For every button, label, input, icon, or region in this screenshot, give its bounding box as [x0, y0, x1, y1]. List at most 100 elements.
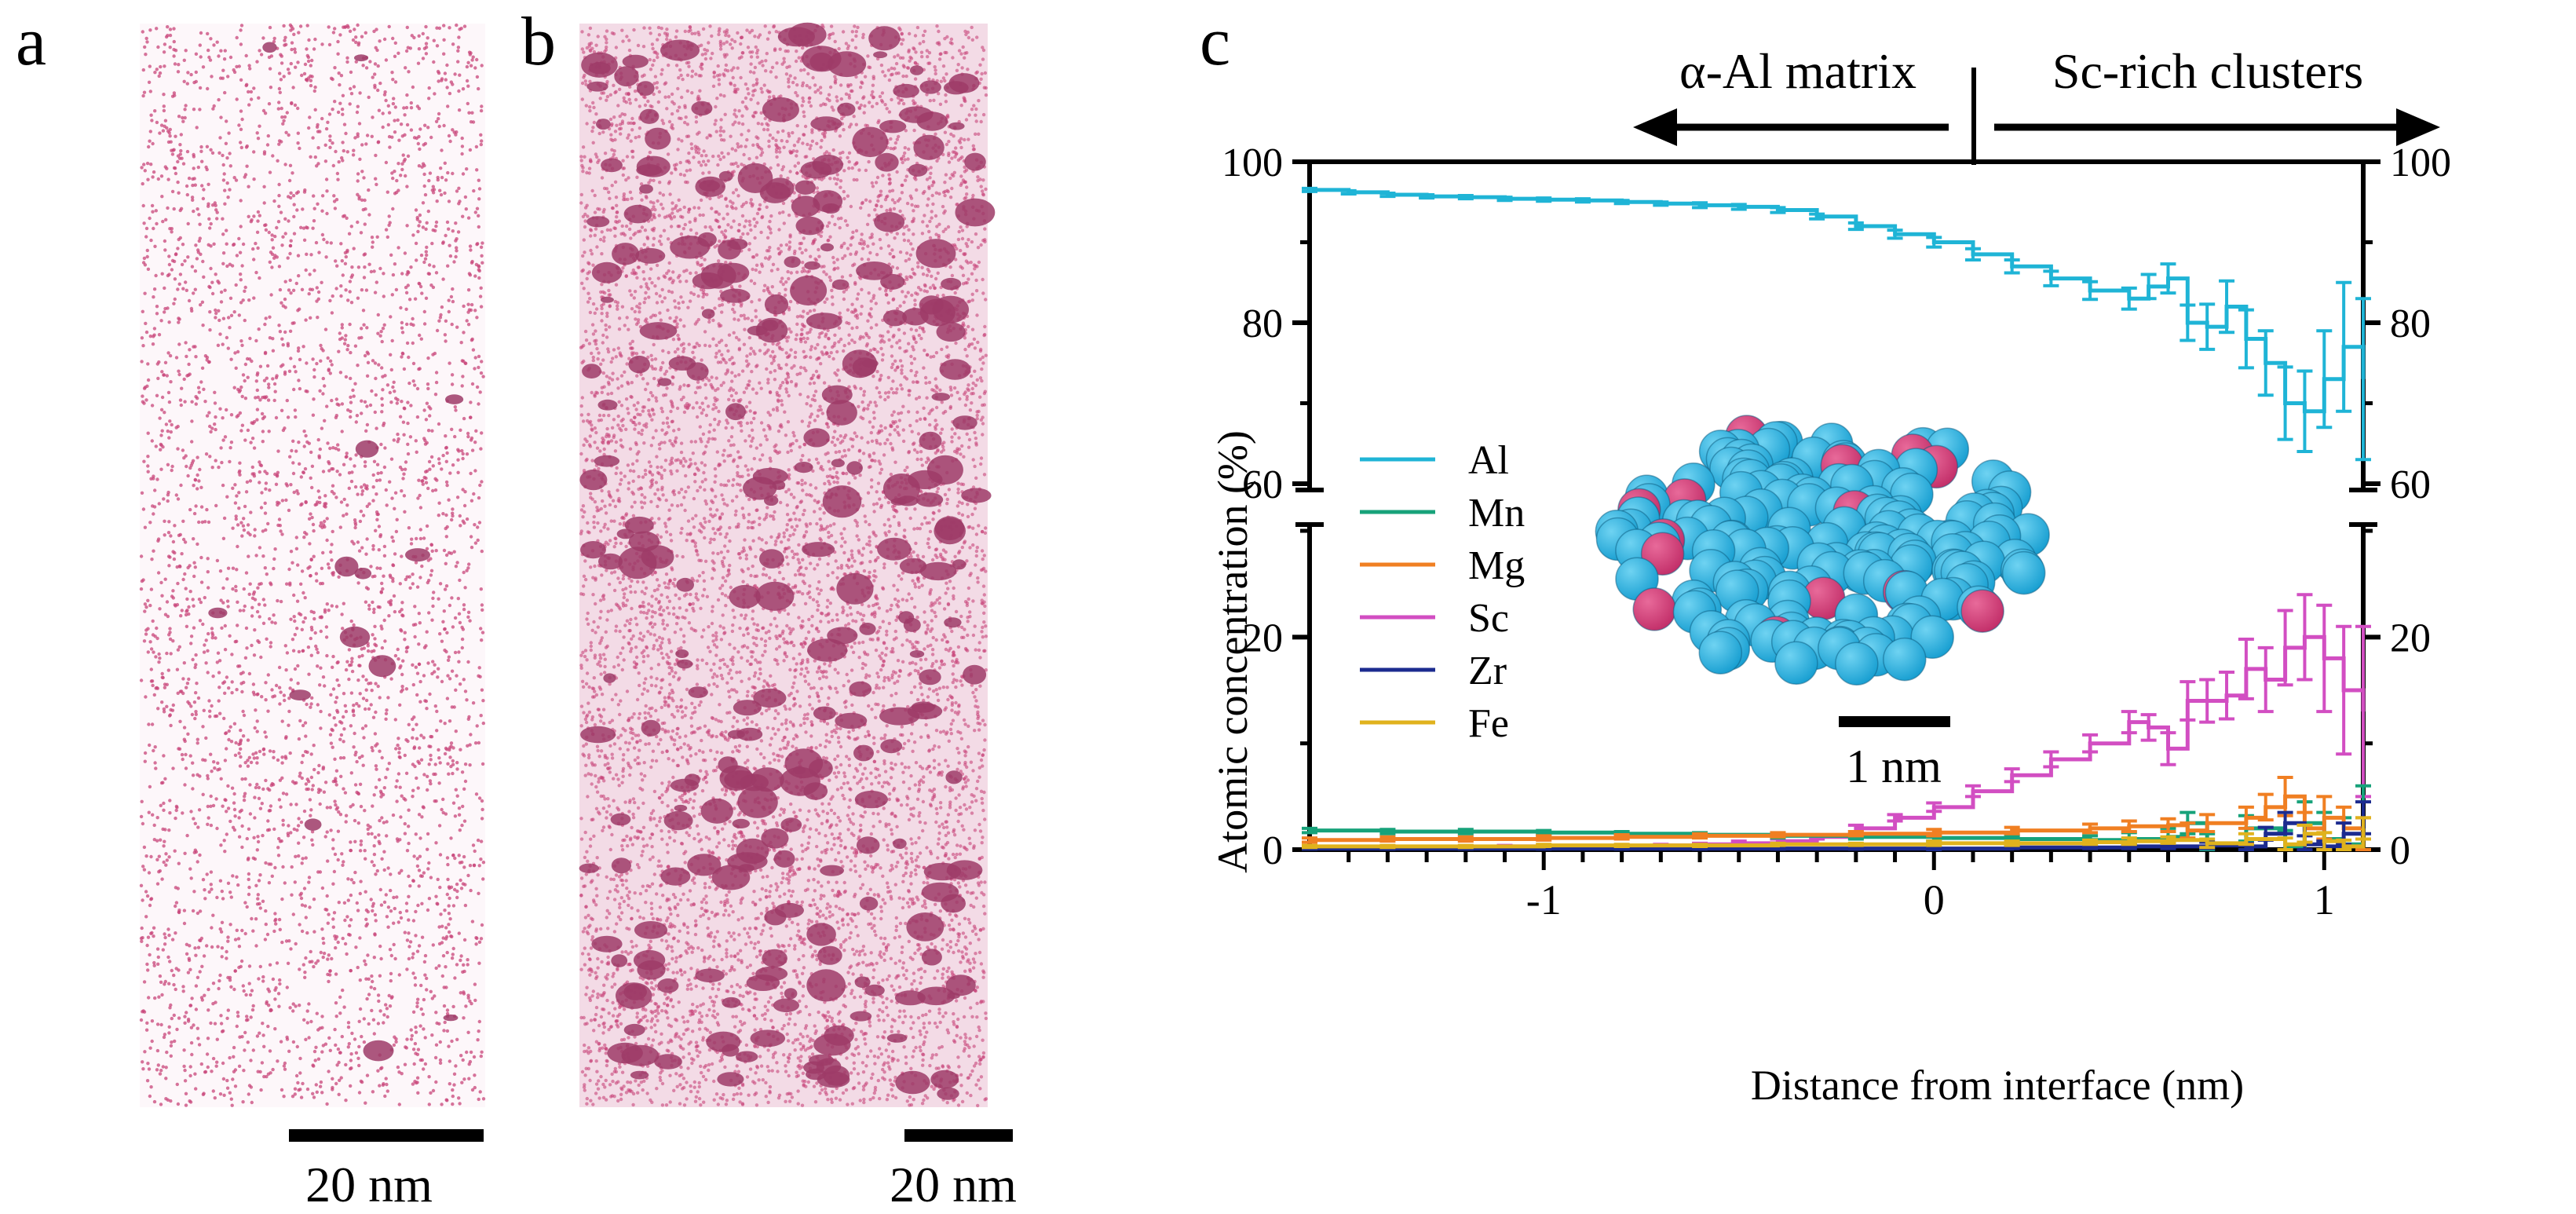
atom-point	[944, 591, 948, 595]
atom-point	[286, 961, 290, 966]
atom-point	[358, 692, 362, 696]
atom-point	[354, 453, 358, 457]
atom-point	[239, 521, 243, 525]
atom-point	[343, 250, 348, 255]
atom-point	[162, 104, 166, 108]
atom-point	[405, 849, 410, 853]
atom-point	[455, 237, 459, 241]
atom-point	[214, 316, 217, 320]
atom-point	[263, 566, 267, 570]
atom-point	[217, 978, 221, 983]
atom-point	[323, 159, 328, 163]
atom-point	[900, 42, 904, 46]
atom-point	[163, 165, 167, 169]
atom-point	[443, 648, 447, 653]
atom-point	[740, 679, 744, 683]
atom-point	[378, 974, 382, 978]
atom-point	[447, 309, 451, 314]
atom-point	[338, 1011, 342, 1015]
atom-point	[404, 49, 409, 53]
atom-point	[243, 362, 248, 367]
atom-point	[344, 1062, 348, 1067]
atom-point	[161, 129, 166, 133]
atom-point	[403, 631, 407, 634]
atom-point	[356, 104, 360, 108]
atom-point	[236, 600, 239, 604]
atom-point	[477, 264, 480, 268]
atom-point	[802, 99, 806, 104]
atom-point	[139, 1018, 144, 1022]
atom-point	[429, 1091, 433, 1095]
atom-point	[771, 349, 775, 354]
atom-point	[836, 566, 840, 570]
atom-point	[353, 818, 357, 823]
atom-point	[308, 287, 312, 291]
cluster-blob	[368, 655, 396, 678]
atom-point	[411, 623, 416, 627]
atom-point	[238, 411, 243, 415]
atom-point	[177, 191, 181, 195]
atom-point	[296, 190, 301, 194]
atom-point	[440, 175, 444, 180]
atom-point	[333, 757, 337, 761]
atom-point	[860, 257, 864, 261]
atom-point	[442, 609, 446, 613]
atom-point	[820, 850, 824, 854]
atom-point	[158, 868, 162, 873]
atom-point	[334, 397, 338, 401]
atom-point	[405, 93, 409, 97]
atom-point	[148, 784, 152, 789]
atom-point	[937, 1011, 941, 1015]
atom-point	[860, 81, 864, 86]
atom-point	[322, 951, 327, 956]
atom-point	[364, 1101, 367, 1105]
atom-point	[254, 554, 258, 558]
atom-point	[382, 821, 386, 825]
atom-point	[442, 38, 446, 42]
atom-point	[357, 1019, 361, 1024]
atom-point	[342, 602, 345, 605]
atom-point	[462, 678, 466, 682]
atom-point	[172, 207, 176, 211]
atom-point	[455, 495, 460, 499]
atom-point	[279, 805, 283, 809]
atom-point	[264, 778, 268, 783]
atom-point	[649, 836, 652, 840]
atom-point	[205, 872, 209, 876]
atom-point	[209, 148, 213, 152]
atom-point	[328, 446, 332, 451]
atom-point	[375, 566, 379, 570]
atom-point	[237, 236, 241, 241]
atom-point	[396, 647, 400, 652]
atom-point	[243, 318, 247, 323]
atom-point	[220, 955, 224, 959]
atom-point	[339, 774, 343, 778]
atom-point	[221, 804, 225, 808]
atom-point	[446, 104, 450, 108]
atom-point	[234, 740, 238, 745]
atom-point	[258, 615, 261, 619]
atom-point	[311, 784, 315, 788]
atom-point	[360, 489, 365, 493]
atom-point	[146, 455, 150, 459]
atom-point	[260, 1061, 265, 1065]
atom-point	[450, 517, 454, 522]
atom-point	[445, 483, 449, 488]
atom-point	[458, 199, 462, 203]
atom-point	[145, 1079, 150, 1083]
atom-point	[660, 781, 664, 785]
atom-point	[467, 1077, 471, 1081]
atom-point	[342, 148, 345, 153]
atom-point	[145, 943, 149, 948]
atom-point	[692, 730, 697, 734]
atom-point	[407, 931, 411, 935]
atom-point	[198, 853, 202, 857]
atom-point	[400, 272, 404, 276]
atom-point	[150, 931, 154, 935]
atom-point	[362, 276, 367, 280]
atom-point	[451, 1102, 455, 1106]
atom-point	[206, 777, 210, 781]
atom-point	[433, 799, 437, 803]
atom-point	[193, 821, 197, 826]
atom-point	[473, 367, 477, 371]
